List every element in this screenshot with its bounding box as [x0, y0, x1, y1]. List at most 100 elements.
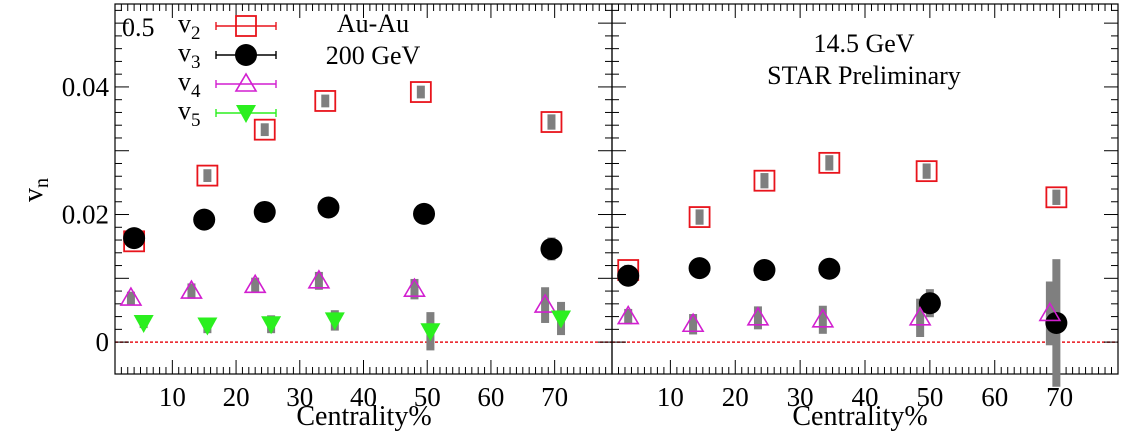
x-tick-label-panel-1: 50: [414, 382, 441, 412]
plot-frame-panel-2: [611, 3, 1119, 375]
v4-sys-error-panel-2: [1045, 281, 1054, 346]
annotation-preliminary: STAR Preliminary: [767, 61, 961, 90]
v4-point-panel-1: [403, 277, 426, 297]
v4-point-panel-1: [533, 293, 557, 313]
v3-point-panel-2: [918, 292, 941, 315]
x-tick-label-panel-1: 60: [477, 382, 504, 412]
v2-sys-error-panel-1: [321, 94, 330, 108]
x-tick-label-panel-2: 70: [1046, 382, 1073, 412]
corner-label: 0.5: [122, 13, 155, 42]
v2-sys-error-panel-1: [547, 114, 556, 130]
v4-sys-error-panel-1: [314, 271, 323, 290]
v2-sys-error-panel-2: [760, 173, 769, 189]
v3-point-panel-2: [753, 259, 776, 282]
v4-sys-error-panel-1: [410, 278, 419, 300]
v5-point-panel-1: [324, 312, 345, 331]
v3-point-panel-1: [253, 200, 276, 223]
v4-sys-error-panel-1: [541, 287, 550, 323]
v2-sys-error-panel-2: [1052, 189, 1061, 205]
v4-sys-error-panel-1: [251, 277, 260, 293]
y-tick-label: 0: [96, 327, 110, 357]
v3-point-panel-2: [818, 257, 841, 280]
v2-point-panel-1: [540, 111, 563, 133]
v4-sys-error-panel-2: [753, 306, 762, 330]
legend-marker-v2: [235, 15, 257, 37]
legend-marker-v3: [235, 44, 257, 66]
v4-point-panel-2: [616, 305, 640, 325]
legend-label-v4: v4: [178, 67, 201, 102]
v5-point-panel-1: [197, 317, 218, 336]
v4-sys-error-panel-2: [818, 305, 827, 334]
v2-point-panel-1: [253, 118, 276, 141]
x-tick-label-panel-2: 40: [852, 382, 879, 412]
v4-point-panel-2: [908, 306, 932, 326]
v4-sys-error-panel-1: [126, 291, 135, 305]
x-tick-label-panel-2: 50: [916, 382, 943, 412]
v3-point-panel-2: [617, 264, 640, 287]
v2-sys-error-panel-1: [203, 169, 212, 182]
v2-sys-error-panel-2: [922, 163, 931, 179]
x-tick-label-panel-1: 30: [286, 382, 313, 412]
v4-point-panel-1: [180, 279, 203, 299]
v3-point-panel-1: [413, 202, 436, 225]
v2-point-panel-1: [409, 81, 432, 103]
v4-point-panel-2: [681, 312, 705, 333]
v4-point-panel-2: [746, 306, 770, 326]
svg-text:vn: vn: [18, 178, 53, 202]
v3-point-panel-2: [1045, 311, 1068, 334]
y-tick-label: 0.02: [62, 200, 109, 230]
legend-label-v2: v2: [178, 9, 201, 44]
legend-marker-v4: [234, 72, 258, 92]
v5-point-panel-1: [133, 314, 154, 333]
annotation-collision-system: Au-Au: [337, 9, 409, 38]
v2-sys-error-panel-1: [416, 85, 425, 99]
x-tick-label-panel-2: 20: [722, 382, 749, 412]
v5-point-panel-1: [420, 323, 441, 342]
v4-sys-error-panel-1: [187, 283, 196, 299]
x-tick-label-panel-2: 30: [787, 382, 814, 412]
v2-point-panel-2: [688, 206, 711, 228]
v4-sys-error-panel-2: [689, 314, 698, 335]
v2-point-panel-2: [915, 160, 938, 183]
v4-point-panel-1: [307, 269, 331, 289]
v3-point-panel-1: [540, 237, 563, 260]
v2-point-panel-1: [314, 90, 337, 112]
x-tick-label-panel-1: 70: [541, 382, 568, 412]
v3-point-panel-1: [123, 227, 146, 250]
annotation-energy-right: 14.5 GeV: [813, 29, 914, 58]
v2-sys-error-panel-1: [260, 123, 269, 137]
v2-point-panel-2: [1045, 186, 1068, 209]
y-axis-title-base: v: [18, 188, 49, 202]
y-tick-label: 0.04: [62, 72, 110, 102]
annotation-energy-left: 200 GeV: [326, 41, 421, 70]
x-axis-title-right: Centrality%: [792, 401, 927, 432]
v4-point-panel-2: [1038, 301, 1062, 322]
x-tick-label-panel-1: 10: [159, 382, 186, 412]
v2-point-panel-2: [753, 169, 776, 192]
v5-point-panel-1: [551, 310, 572, 329]
legend-label-v3: v3: [178, 38, 201, 73]
v5-point-panel-1: [261, 316, 282, 335]
v4-point-panel-2: [811, 308, 835, 328]
v2-sys-error-panel-2: [825, 155, 834, 171]
legend-marker-v5: [236, 105, 256, 123]
v4-sys-error-panel-2: [916, 298, 925, 337]
x-axis-title-left: Centrality%: [296, 401, 431, 432]
x-tick-label-panel-2: 10: [657, 382, 684, 412]
v2-point-panel-1: [196, 164, 219, 187]
legend-label-v5: v5: [178, 96, 201, 131]
v4-sys-error-panel-2: [624, 308, 633, 325]
v3-point-panel-1: [193, 208, 216, 231]
v4-point-panel-1: [243, 273, 267, 294]
v2-sys-error-panel-2: [695, 209, 704, 225]
y-axis-title: vn: [18, 178, 53, 202]
x-tick-label-panel-1: 20: [223, 382, 250, 412]
v2-point-panel-2: [818, 151, 841, 174]
v3-point-panel-1: [317, 196, 340, 219]
y-axis-title-sub: n: [31, 178, 53, 188]
v3-point-panel-2: [688, 257, 711, 280]
x-tick-label-panel-2: 60: [981, 382, 1008, 412]
x-tick-label-panel-1: 40: [350, 382, 377, 412]
